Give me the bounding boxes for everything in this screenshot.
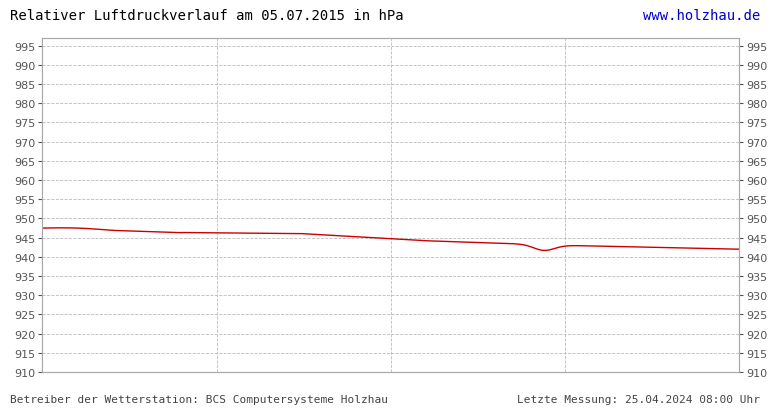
Text: www.holzhau.de: www.holzhau.de <box>643 9 760 23</box>
Text: Betreiber der Wetterstation: BCS Computersysteme Holzhau: Betreiber der Wetterstation: BCS Compute… <box>10 394 388 404</box>
Text: Letzte Messung: 25.04.2024 08:00 Uhr: Letzte Messung: 25.04.2024 08:00 Uhr <box>517 394 760 404</box>
Text: Relativer Luftdruckverlauf am 05.07.2015 in hPa: Relativer Luftdruckverlauf am 05.07.2015… <box>10 9 403 23</box>
